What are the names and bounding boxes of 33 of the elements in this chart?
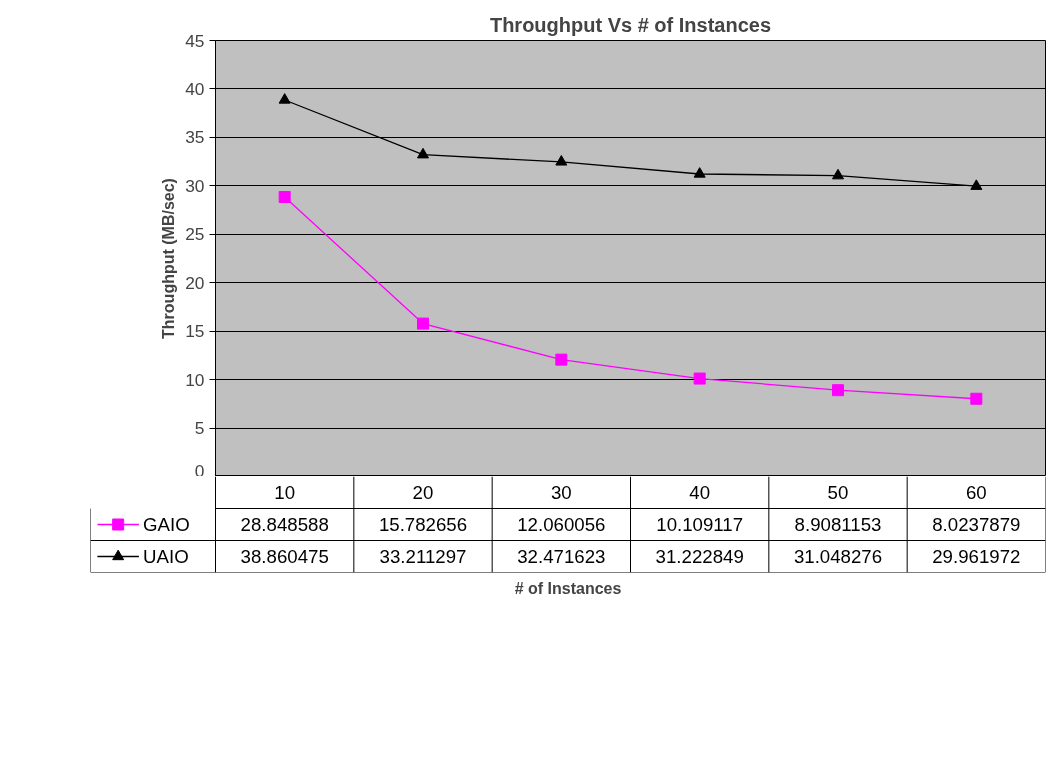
y-tick-label: 15 (185, 321, 205, 342)
chart-title: Throughput Vs # of Instances (489, 13, 772, 36)
x-tick-label: 40 (689, 482, 711, 503)
y-tick-label: 25 (185, 224, 205, 245)
y-tick-label: 0 (194, 460, 205, 481)
x-tick-label: 20 (412, 482, 434, 503)
legend-label: UAIO (143, 546, 189, 567)
y-tick-label: 40 (185, 78, 205, 99)
data-label: 12.060056 (517, 514, 606, 535)
x-axis-title: # of Instances (514, 579, 622, 597)
x-tick-label: 60 (965, 482, 987, 503)
data-label: 38.860475 (240, 546, 329, 567)
x-tick-label: 10 (274, 482, 296, 503)
x-tick-label: 50 (827, 482, 849, 503)
y-tick-label: 10 (185, 369, 205, 390)
data-label: 8.9081153 (794, 514, 882, 535)
legend-label: GAIO (143, 514, 190, 535)
data-label: 15.782656 (378, 514, 468, 535)
data-label: 31.048276 (793, 546, 883, 567)
data-label: 32.471623 (517, 546, 606, 567)
y-tick-label: 45 (185, 30, 205, 51)
data-label: 8.0237879 (932, 514, 1021, 535)
data-label: 28.848588 (240, 514, 329, 535)
y-axis-title: Throughput (MB/sec) (160, 178, 178, 339)
data-label: 31.222849 (655, 546, 744, 567)
data-label: 29.961972 (932, 546, 1021, 567)
y-tick-label: 35 (185, 127, 205, 148)
y-tick-label: 20 (185, 272, 205, 293)
data-label: 33.211297 (379, 546, 467, 567)
data-label: 10.109117 (656, 514, 744, 535)
y-tick-label: 5 (194, 418, 205, 439)
y-tick-label: 30 (185, 175, 205, 196)
x-tick-label: 30 (550, 482, 572, 503)
